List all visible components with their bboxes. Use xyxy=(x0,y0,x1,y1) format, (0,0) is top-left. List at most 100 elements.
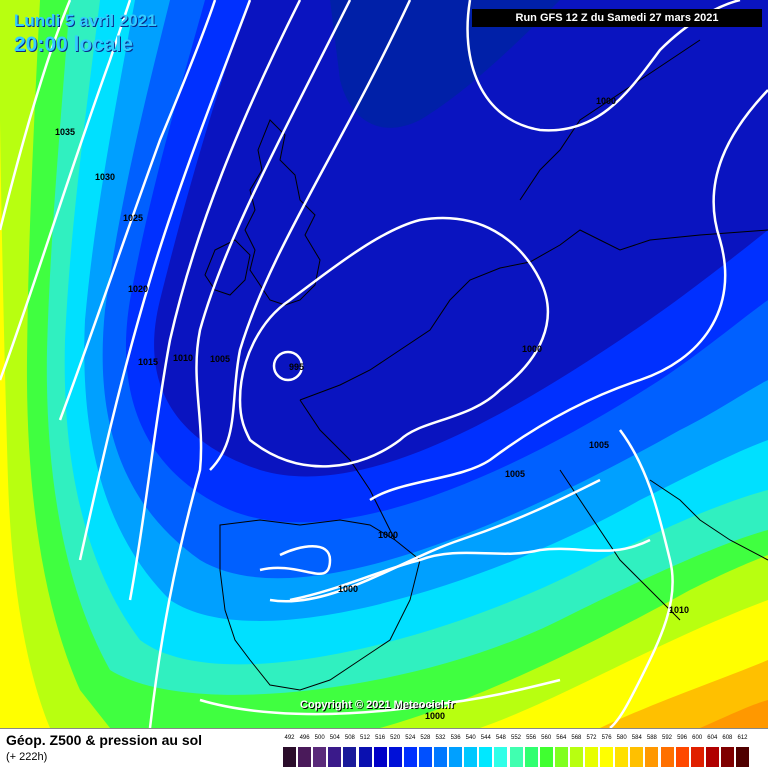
isobar-label: 1005 xyxy=(210,354,230,364)
legend-value: 508 xyxy=(344,735,355,741)
band-north xyxy=(330,0,560,128)
isobar-1030 xyxy=(0,0,132,381)
isobar-label: 1005 xyxy=(505,469,525,479)
legend-value: 532 xyxy=(435,735,446,741)
legend-swatch xyxy=(494,747,508,767)
legend-value: 592 xyxy=(661,735,672,741)
isobar-label: 1020 xyxy=(128,284,148,294)
legend-value: 604 xyxy=(707,735,718,741)
legend-swatch xyxy=(434,747,447,767)
legend-swatch xyxy=(479,747,493,767)
isobar-label: 1000 xyxy=(378,530,398,540)
legend-swatch xyxy=(736,747,749,767)
isobar-1010-se xyxy=(609,429,674,728)
product-title: Géop. Z500 & pression au sol xyxy=(6,732,203,748)
legend-swatch xyxy=(418,747,432,767)
coast-ireland xyxy=(204,239,251,296)
legend-swatch xyxy=(690,747,704,767)
coast-scandinavia xyxy=(519,39,701,201)
legend-value: 560 xyxy=(541,735,552,741)
isobar-1015 xyxy=(128,0,302,601)
isobar-label: 1010 xyxy=(669,605,689,615)
legend-value: 580 xyxy=(616,735,627,741)
legend-swatch xyxy=(600,747,614,767)
legend-value: 540 xyxy=(465,735,476,741)
legend-swatch xyxy=(283,747,296,767)
band-orange xyxy=(600,660,768,728)
isobar-label: 995 xyxy=(289,362,304,372)
legend-swatch xyxy=(313,747,327,767)
legend-swatch xyxy=(524,747,538,767)
legend-value: 608 xyxy=(722,735,733,741)
legend-value: 492 xyxy=(284,735,295,741)
legend-value: 496 xyxy=(299,735,310,741)
legend-swatch xyxy=(615,747,629,767)
band-yellow xyxy=(0,120,768,728)
legend-swatch xyxy=(509,747,523,767)
legend-value: 556 xyxy=(526,735,537,741)
legend-value: 524 xyxy=(405,735,416,741)
forecast-hour: (+ 222h) xyxy=(6,751,48,763)
legend-swatch xyxy=(630,747,644,767)
isobar-label: 1010 xyxy=(173,353,193,363)
isobar-1035 xyxy=(0,0,72,231)
legend-swatch xyxy=(328,747,342,767)
legend-value: 612 xyxy=(737,735,748,741)
run-info: Run GFS 12 Z du Samedi 27 mars 2021 xyxy=(472,9,762,27)
legend-swatch xyxy=(645,747,659,767)
copyright: Copyright © 2021 Meteociel.fr xyxy=(300,699,455,711)
legend-value: 600 xyxy=(692,735,703,741)
isobar-label: 1030 xyxy=(95,172,115,182)
legend-value: 512 xyxy=(359,735,370,741)
isobar-label: 1000 xyxy=(522,344,542,354)
isobar-1000-south xyxy=(259,478,601,603)
coast-italy xyxy=(559,469,681,621)
isobar-1010 xyxy=(148,0,352,728)
isobar-995 xyxy=(272,350,304,382)
legend-value: 576 xyxy=(601,735,612,741)
isobar-labels: 1035 1030 1025 1020 1015 1010 1005 995 1… xyxy=(55,96,689,721)
coast-continent xyxy=(299,229,768,401)
legend-swatch xyxy=(403,747,417,767)
legend-swatch xyxy=(464,747,478,767)
isobar-1000-a xyxy=(238,216,550,468)
legend-value: 584 xyxy=(631,735,642,741)
legend-value: 500 xyxy=(314,735,325,741)
legend-value: 516 xyxy=(375,735,386,741)
legend-swatch xyxy=(539,747,553,767)
legend-swatch xyxy=(388,747,402,767)
legend-swatch xyxy=(373,747,387,767)
legend-value: 528 xyxy=(420,735,431,741)
legend-swatch xyxy=(554,747,568,767)
legend-value: 520 xyxy=(390,735,401,741)
legend-swatch xyxy=(343,747,357,767)
legend-value: 568 xyxy=(571,735,582,741)
legend-value: 596 xyxy=(677,735,688,741)
band-cyan xyxy=(0,0,768,728)
color-legend: 492 496 500 504 508 512 516 520 524 528 532 536 540 5… xyxy=(283,735,751,767)
isobar-1000-bottom xyxy=(199,678,561,716)
isobar-label: 1025 xyxy=(123,213,143,223)
legend-swatch xyxy=(449,747,463,767)
isobar-label: 1015 xyxy=(138,357,158,367)
legend-swatch xyxy=(298,747,312,767)
legend-swatch xyxy=(358,747,372,767)
forecast-date: Lundi 5 avril 2021 xyxy=(14,11,157,30)
band-deep xyxy=(700,700,768,728)
legend-swatch xyxy=(585,747,598,767)
coast-iberia xyxy=(219,519,421,691)
coast-france xyxy=(299,399,396,541)
legend-value: 564 xyxy=(556,735,567,741)
legend-value: 588 xyxy=(646,735,657,741)
legend-value: 572 xyxy=(586,735,597,741)
legend-value: 548 xyxy=(495,735,506,741)
isobars xyxy=(0,0,768,728)
isobar-label: 1035 xyxy=(55,127,75,137)
isobar-1005-east xyxy=(369,89,768,502)
isobar-1020 xyxy=(78,0,252,561)
legend-swatch xyxy=(720,747,734,767)
isobar-1025 xyxy=(58,0,217,421)
isobar-1005 xyxy=(209,0,412,471)
legend-swatch xyxy=(705,747,719,767)
